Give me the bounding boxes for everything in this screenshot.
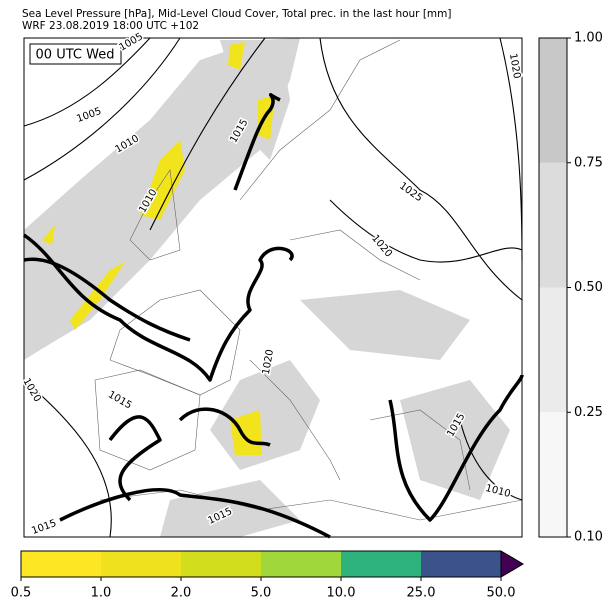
tick-label: 10.0 (327, 586, 356, 601)
tick-label: 0.75 (574, 155, 603, 170)
tick-label: 1.0 (91, 586, 112, 601)
colorbar-segment (539, 287, 567, 413)
tick-label: 1.00 (574, 31, 603, 46)
colorbar-segment (539, 38, 567, 163)
colorbar-segment (261, 551, 341, 577)
tick-label: 50.0 (487, 586, 516, 601)
precip-colorbar: 0.5 1.0 2.0 5.0 10.0 25.0 50.0 (11, 550, 524, 601)
isobars (23, 37, 523, 538)
fronts (23, 93, 524, 539)
colorbar-segment (101, 551, 181, 577)
tick-label: 0.5 (11, 586, 32, 601)
tick-label: 0.50 (574, 280, 603, 295)
time-label: 00 UTC Wed (36, 48, 115, 63)
map: 00 UTC Wed (23, 37, 524, 539)
colorbar-segment (421, 551, 501, 577)
colorbar-segment (341, 551, 421, 577)
colorbar-segment (21, 551, 101, 577)
tick-label: 0.25 (574, 405, 603, 420)
tick-label: 25.0 (407, 586, 436, 601)
colorbar-segment (539, 162, 567, 288)
tick-label: 5.0 (251, 586, 272, 601)
colorbar-segment (539, 412, 567, 537)
title: Sea Level Pressure [hPa], Mid-Level Clou… (22, 8, 452, 20)
subtitle: WRF 23.08.2019 18:00 UTC +102 (22, 20, 199, 32)
tick-label: 2.0 (171, 586, 192, 601)
precipitation (42, 42, 275, 455)
map-frame (23, 37, 523, 538)
colorbar-extension (500, 550, 524, 578)
tick-label: 0.10 (574, 530, 603, 545)
cloud-colorbar: 0.10 0.25 0.50 0.75 1.00 (538, 31, 603, 545)
isobar-label: 1020 (507, 53, 522, 80)
time-box (29, 43, 122, 65)
colorbar-segment (181, 551, 261, 577)
